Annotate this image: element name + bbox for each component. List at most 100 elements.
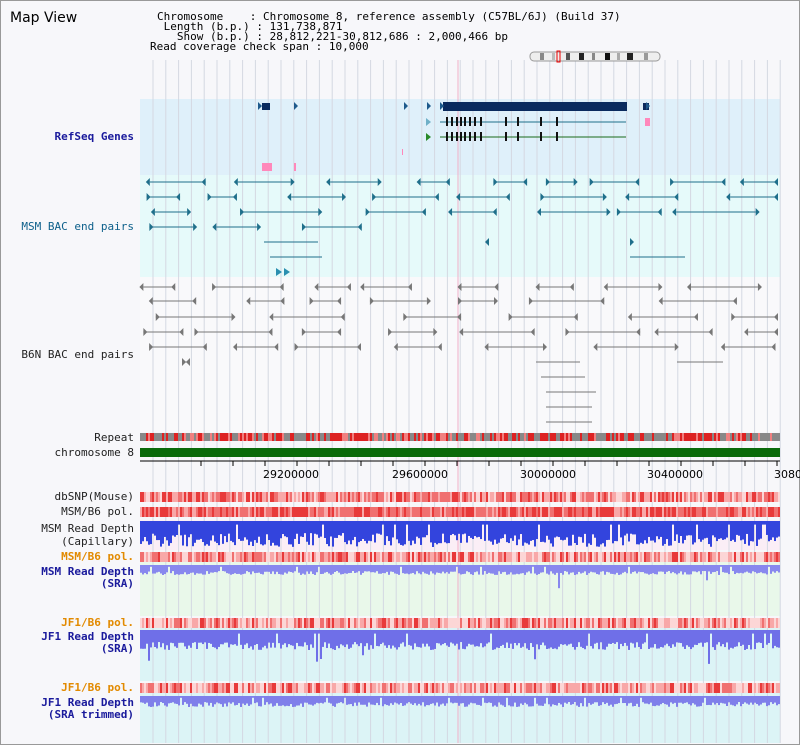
read-depth-bar [468,696,470,705]
polymorphism-cell [396,618,398,628]
read-depth-bar [338,630,340,649]
read-depth-bar [312,521,314,546]
polymorphism-cell [486,507,488,517]
polymorphism-cell [640,492,642,502]
read-depth-bar [304,521,306,534]
polymorphism-cell [476,507,478,517]
polymorphism-cell [758,683,760,693]
polymorphism-cell [514,507,516,517]
polymorphism-cell [184,683,186,693]
track-label-msm-bac[interactable]: MSM BAC end pairs [21,220,134,233]
repeat-element [478,433,480,441]
polymorphism-cell [410,618,412,628]
polymorphism-cell [528,683,530,693]
polymorphism-cell [432,492,434,502]
track-label-dbsnp[interactable]: dbSNP(Mouse) [54,490,134,503]
read-depth-bar [424,630,426,647]
read-depth-bar [482,521,484,525]
exon [460,132,462,141]
read-depth-bar [460,565,462,575]
gene-arrow [646,102,650,110]
polymorphism-cell [234,492,236,502]
track-label-repeat[interactable]: Repeat [94,431,134,444]
polymorphism-cell [682,683,684,693]
polymorphism-cell [394,492,396,502]
bac-end-marker [545,178,550,186]
track-label-jf1-depth[interactable]: JF1 Read Depth [41,630,134,643]
polymorphism-cell [580,507,582,517]
polymorphism-cell [344,618,346,628]
read-depth-bar [316,630,318,662]
read-depth-bar [632,565,634,573]
repeat-element [346,433,348,441]
read-depth-bar [182,521,184,546]
polymorphism-cell [426,618,428,628]
polymorphism-cell [258,492,260,502]
read-depth-bar [630,521,632,534]
read-depth-bar [380,565,382,574]
read-depth-bar [414,565,416,575]
polymorphism-cell [692,507,694,517]
repeat-element [432,433,434,441]
polymorphism-cell [390,618,392,628]
polymorphism-cell [360,492,362,502]
polymorphism-cell [690,507,692,517]
repeat-element [456,433,458,441]
read-depth-bar [160,521,162,547]
track-label-jf1-trim[interactable]: JF1 Read Depth [41,696,134,709]
read-depth-bar [514,521,516,536]
polymorphism-cell [290,492,292,502]
read-depth-bar [432,521,434,547]
repeat-element [364,433,366,441]
polymorphism-cell [634,492,636,502]
polymorphism-cell [476,492,478,502]
read-depth-bar [606,521,608,541]
repeat-element [272,433,274,441]
repeat-element [396,433,398,441]
track-label-jf1-b6-pol-1[interactable]: JF1/B6 pol. [61,616,134,629]
polymorphism-cell [632,683,634,693]
polymorphism-cell [210,552,212,562]
bac-end-marker [356,343,361,351]
polymorphism-cell [304,507,306,517]
bac-end-marker [600,297,605,305]
polymorphism-cell [376,683,378,693]
track-label-msm-b6-pol-1[interactable]: MSM/B6 pol. [61,505,134,518]
polymorphism-cell [510,552,512,562]
polymorphism-cell [156,507,158,517]
read-depth-bar [772,696,774,704]
read-depth-bar [166,696,168,707]
polymorphism-cell [708,552,710,562]
track-label-msm-depth-cap[interactable]: MSM Read Depth [41,522,134,535]
polymorphism-cell [266,492,268,502]
polymorphism-cell [686,507,688,517]
polymorphism-cell [300,492,302,502]
polymorphism-cell [190,507,192,517]
read-depth-bar [290,565,292,573]
read-depth-bar [668,521,670,546]
polymorphism-cell [390,492,392,502]
read-depth-bar [702,696,704,703]
bac-end-marker [143,328,148,336]
read-depth-bar [584,630,586,650]
polymorphism-cell [586,492,588,502]
track-label-msm-depth-sra[interactable]: MSM Read Depth [41,565,134,578]
polymorphism-cell [600,618,602,628]
track-label-jf1-b6-pol-2[interactable]: JF1/B6 pol. [61,681,134,694]
bac-end-marker [179,328,184,336]
polymorphism-cell [346,618,348,628]
read-depth-bar [464,630,466,650]
read-depth-bar [508,565,510,575]
track-label-msm-b6-pol-2[interactable]: MSM/B6 pol. [61,550,134,563]
polymorphism-cell [762,552,764,562]
polymorphism-cell [474,492,476,502]
read-depth-bar [686,521,688,536]
track-label-b6n-bac[interactable]: B6N BAC end pairs [21,348,134,361]
read-depth-bar [584,521,586,534]
polymorphism-cell [496,507,498,517]
polymorphism-cell [726,552,728,562]
track-label-refseq[interactable]: RefSeq Genes [54,130,134,143]
polymorphism-cell [522,492,524,502]
read-depth-bar [698,696,700,707]
polymorphism-cell [220,507,222,517]
